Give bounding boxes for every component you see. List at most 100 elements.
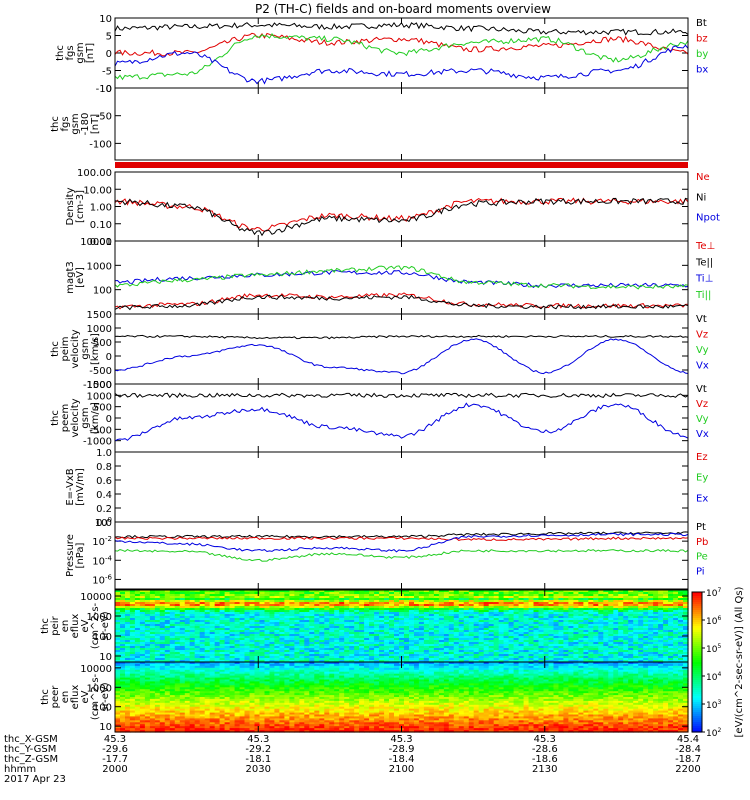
y-axis-label: eV (80, 619, 91, 632)
spectrogram-cell (159, 718, 166, 721)
spectrogram-cell (120, 720, 126, 723)
y-axis-label: thc (40, 618, 51, 634)
spectrogram-cell (543, 606, 550, 609)
spectrogram-cell (234, 604, 241, 607)
spectrogram-cell (239, 634, 246, 637)
spectrogram-cell (414, 650, 420, 653)
spectrogram-cell (359, 648, 365, 651)
spectrogram-cell (304, 652, 310, 655)
spectrogram-cell (125, 602, 131, 605)
spectrogram-cell (334, 610, 340, 613)
spectrogram-cell (593, 606, 599, 609)
spectrogram-cell (269, 596, 276, 599)
spectrogram-cell (294, 592, 300, 595)
spectrogram-cell (643, 606, 649, 609)
spectrogram-cell (120, 658, 126, 661)
spectrogram-cell (518, 658, 525, 661)
spectrogram-cell (129, 673, 136, 677)
spectrogram-cell (633, 642, 639, 645)
spectrogram-cell (334, 612, 340, 615)
spectrogram-cell (264, 646, 271, 649)
spectrogram-cell (144, 656, 151, 659)
spectrogram-cell (199, 598, 206, 601)
spectrogram-cell (219, 620, 226, 623)
spectrogram-cell (154, 698, 161, 702)
spectrogram-cell (120, 702, 126, 706)
spectrogram-cell (329, 592, 335, 595)
spectrogram-cell (643, 638, 649, 641)
spectrogram-cell (329, 656, 335, 659)
spectrogram-cell (598, 644, 604, 647)
spectrogram-cell (369, 616, 375, 619)
spectrogram-cell (174, 663, 181, 667)
spectrogram-cell (498, 614, 505, 617)
spectrogram-cell (593, 620, 599, 623)
spectrogram-cell (289, 660, 295, 663)
spectrogram-cell (234, 630, 241, 633)
spectrogram-cell (603, 614, 609, 617)
spectrogram-cell (528, 602, 535, 605)
spectrogram-cell (319, 622, 325, 625)
spectrogram-cell (538, 658, 545, 661)
spectrogram-cell (538, 648, 545, 651)
spectrogram-cell (568, 608, 574, 611)
spectrogram-cell (518, 610, 525, 613)
spectrogram-cell (364, 592, 370, 595)
spectrogram-cell (433, 622, 440, 625)
spectrogram-cell (404, 626, 410, 629)
spectrogram-cell (643, 624, 649, 627)
spectrogram-cell (603, 610, 609, 613)
spectrogram-cell (568, 658, 574, 661)
spectrogram-cell (254, 646, 261, 649)
spectrogram-cell (349, 612, 355, 615)
spectrogram-cell (678, 608, 684, 611)
spectrogram-cell (309, 660, 315, 663)
spectrogram-cell (523, 648, 530, 651)
spectrogram-cell (244, 634, 251, 637)
spectrogram-cell (259, 622, 266, 625)
spectrogram-cell (643, 590, 649, 593)
spectrogram-cell (184, 728, 191, 731)
spectrogram-cell (379, 622, 385, 625)
spectrogram-cell (458, 612, 465, 615)
spectrogram-cell (139, 636, 146, 639)
spectrogram-cell (478, 646, 485, 649)
spectrogram-cell (324, 618, 330, 621)
spectrogram-cell (249, 620, 256, 623)
spectrogram-cell (483, 590, 490, 593)
spectrogram-cell (144, 693, 151, 696)
spectrogram-cell (184, 614, 191, 617)
spectrogram-cell (583, 654, 589, 657)
spectrogram-cell (179, 626, 186, 629)
series-line (114, 269, 689, 289)
spectrogram-cell (139, 590, 146, 593)
spectrogram-cell (364, 602, 370, 605)
spectrogram-cell (588, 590, 594, 593)
spectrogram-cell (478, 610, 485, 613)
spectrogram-cell (349, 654, 355, 657)
spectrogram-cell (468, 610, 475, 613)
spectrogram-cell (134, 602, 141, 605)
spectrogram-cell (578, 654, 584, 657)
spectrogram-cell (269, 610, 276, 613)
spectrogram-cell (493, 644, 500, 647)
spectrogram-cell (443, 628, 450, 631)
spectrogram-cell (389, 628, 395, 631)
spectrogram-cell (294, 616, 300, 619)
spectrogram-cell (503, 642, 510, 645)
series-line (114, 338, 689, 375)
spectrogram-cell (399, 598, 405, 601)
spectrogram-cell (518, 646, 525, 649)
spectrogram-cell (503, 614, 510, 617)
spectrogram-cell (448, 608, 455, 611)
spectrogram-cell (169, 598, 176, 601)
spectrogram-cell (384, 648, 390, 651)
spectrogram-cell (349, 604, 355, 607)
spectrogram-cell (249, 610, 256, 613)
spectrogram-cell (179, 722, 186, 725)
spectrogram-cell (279, 648, 285, 651)
spectrogram-cell (334, 636, 340, 639)
spectrogram-cell (189, 654, 196, 657)
spectrogram-cell (443, 630, 450, 633)
